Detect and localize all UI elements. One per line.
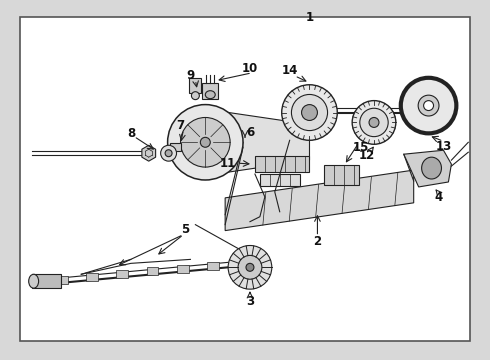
Text: 6: 6	[246, 126, 254, 139]
Polygon shape	[116, 270, 128, 278]
Text: 5: 5	[181, 223, 190, 236]
Ellipse shape	[401, 78, 456, 133]
Text: 13: 13	[435, 140, 452, 153]
Ellipse shape	[192, 92, 199, 100]
Text: 12: 12	[359, 149, 375, 162]
Ellipse shape	[29, 274, 39, 288]
Ellipse shape	[228, 246, 272, 289]
Ellipse shape	[168, 105, 243, 180]
Ellipse shape	[282, 85, 337, 140]
Ellipse shape	[418, 95, 439, 116]
Text: 14: 14	[281, 64, 298, 77]
Text: 9: 9	[186, 69, 195, 82]
Ellipse shape	[165, 150, 172, 157]
Polygon shape	[177, 265, 189, 273]
Text: 11: 11	[220, 157, 236, 170]
Polygon shape	[404, 150, 451, 187]
Text: 1: 1	[305, 11, 314, 24]
Text: 4: 4	[434, 192, 442, 204]
Text: 3: 3	[246, 294, 254, 307]
Polygon shape	[147, 267, 158, 275]
Polygon shape	[56, 276, 68, 284]
Polygon shape	[32, 274, 61, 288]
Polygon shape	[255, 156, 310, 172]
Polygon shape	[260, 174, 299, 186]
Polygon shape	[207, 262, 219, 270]
Polygon shape	[190, 78, 201, 93]
Ellipse shape	[200, 137, 210, 147]
Ellipse shape	[301, 105, 318, 121]
Polygon shape	[170, 143, 181, 151]
Ellipse shape	[246, 264, 254, 271]
Ellipse shape	[161, 145, 176, 161]
Ellipse shape	[352, 100, 396, 144]
Polygon shape	[86, 273, 98, 281]
Ellipse shape	[360, 108, 388, 137]
Polygon shape	[142, 145, 156, 161]
Ellipse shape	[238, 255, 262, 279]
Text: 8: 8	[127, 127, 135, 140]
Ellipse shape	[424, 100, 434, 111]
Ellipse shape	[421, 157, 441, 179]
Polygon shape	[225, 170, 414, 231]
Polygon shape	[202, 83, 218, 99]
Text: 15: 15	[353, 141, 369, 154]
Text: 7: 7	[176, 119, 185, 132]
Ellipse shape	[369, 117, 379, 127]
Text: 2: 2	[314, 235, 321, 248]
Polygon shape	[324, 165, 359, 185]
Text: 10: 10	[242, 62, 258, 75]
Ellipse shape	[180, 117, 230, 167]
Polygon shape	[215, 111, 310, 174]
Ellipse shape	[205, 91, 215, 99]
Ellipse shape	[292, 94, 327, 131]
